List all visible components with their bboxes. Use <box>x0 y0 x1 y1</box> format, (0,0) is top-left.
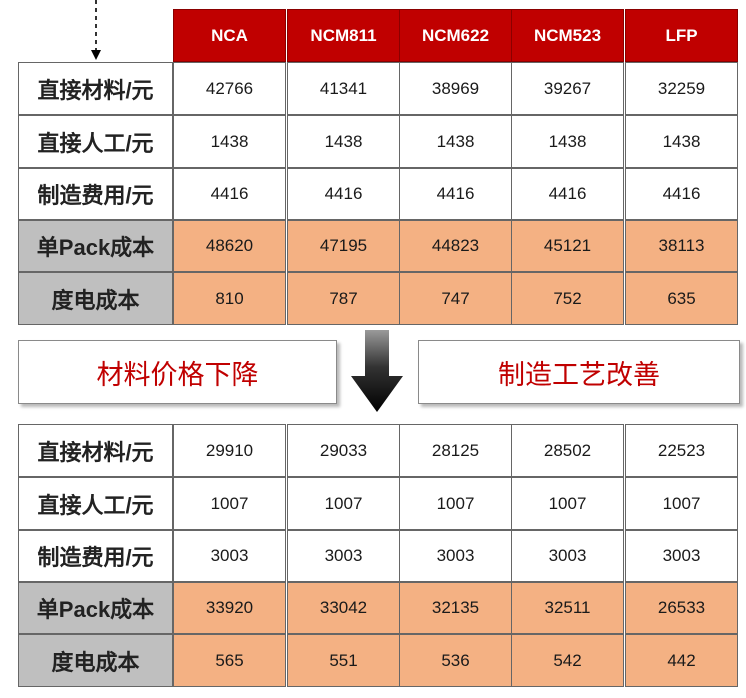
dashed-down-arrow-icon <box>91 0 101 60</box>
table-1-value-cell: 4416 <box>399 168 512 220</box>
table-2-value-cell: 551 <box>287 634 400 687</box>
table-1-value-cell: 752 <box>511 272 624 325</box>
table-2-value-cell: 1007 <box>511 477 624 530</box>
table-2-value-cell: 29910 <box>173 424 286 477</box>
table-1-value-cell: 1438 <box>511 115 624 168</box>
table-1-value-cell: 1438 <box>287 115 400 168</box>
table-2-value-cell: 3003 <box>399 530 512 582</box>
column-header-nca: NCA <box>173 9 286 62</box>
table-1-value-cell: 4416 <box>287 168 400 220</box>
process-improvement-callout: 制造工艺改善 <box>418 340 740 404</box>
table-1-value-cell: 810 <box>173 272 286 325</box>
table-2-value-cell: 542 <box>511 634 624 687</box>
column-header-ncm523: NCM523 <box>511 9 624 62</box>
table-2-value-cell: 33920 <box>173 582 286 634</box>
table-1-value-cell: 45121 <box>511 220 624 272</box>
table-1-value-cell: 1438 <box>399 115 512 168</box>
table-1-value-cell: 32259 <box>625 62 738 115</box>
table-1-value-cell: 39267 <box>511 62 624 115</box>
table-2-value-cell: 3003 <box>287 530 400 582</box>
table-1-row-label: 度电成本 <box>18 272 173 325</box>
table-1-value-cell: 4416 <box>625 168 738 220</box>
table-1-value-cell: 1438 <box>173 115 286 168</box>
table-2-value-cell: 28125 <box>399 424 512 477</box>
table-2-value-cell: 22523 <box>625 424 738 477</box>
table-1-value-cell: 44823 <box>399 220 512 272</box>
table-1-value-cell: 47195 <box>287 220 400 272</box>
table-1-value-cell: 4416 <box>173 168 286 220</box>
table-2-value-cell: 1007 <box>173 477 286 530</box>
material-price-drop-callout: 材料价格下降 <box>18 340 337 404</box>
table-2-value-cell: 1007 <box>399 477 512 530</box>
table-2-row-label: 单Pack成本 <box>18 582 173 634</box>
table-2-value-cell: 3003 <box>625 530 738 582</box>
table-1-value-cell: 1438 <box>625 115 738 168</box>
column-header-lfp: LFP <box>625 9 738 62</box>
table-1-value-cell: 38969 <box>399 62 512 115</box>
table-2-value-cell: 1007 <box>287 477 400 530</box>
column-header-ncm811: NCM811 <box>287 9 400 62</box>
table-1-row-label: 制造费用/元 <box>18 168 173 220</box>
down-arrow-icon <box>351 330 403 412</box>
table-1-value-cell: 42766 <box>173 62 286 115</box>
table-2-row-label: 直接材料/元 <box>18 424 173 477</box>
table-1-row-label: 单Pack成本 <box>18 220 173 272</box>
table-1-value-cell: 48620 <box>173 220 286 272</box>
table-2-value-cell: 29033 <box>287 424 400 477</box>
table-2-value-cell: 32511 <box>511 582 624 634</box>
table-1-row-label: 直接人工/元 <box>18 115 173 168</box>
table-1-row-label: 直接材料/元 <box>18 62 173 115</box>
column-header-ncm622: NCM622 <box>399 9 512 62</box>
table-2-row-label: 直接人工/元 <box>18 477 173 530</box>
table-1-value-cell: 38113 <box>625 220 738 272</box>
table-1-value-cell: 4416 <box>511 168 624 220</box>
table-2-value-cell: 536 <box>399 634 512 687</box>
table-1-value-cell: 41341 <box>287 62 400 115</box>
table-2-value-cell: 33042 <box>287 582 400 634</box>
table-2-value-cell: 28502 <box>511 424 624 477</box>
table-2-value-cell: 442 <box>625 634 738 687</box>
table-2-value-cell: 3003 <box>173 530 286 582</box>
table-1-value-cell: 787 <box>287 272 400 325</box>
table-1-value-cell: 747 <box>399 272 512 325</box>
table-2-row-label: 制造费用/元 <box>18 530 173 582</box>
table-2-value-cell: 565 <box>173 634 286 687</box>
table-2-value-cell: 32135 <box>399 582 512 634</box>
table-2-value-cell: 1007 <box>625 477 738 530</box>
table-2-value-cell: 26533 <box>625 582 738 634</box>
table-2-row-label: 度电成本 <box>18 634 173 687</box>
table-1-value-cell: 635 <box>625 272 738 325</box>
table-2-value-cell: 3003 <box>511 530 624 582</box>
